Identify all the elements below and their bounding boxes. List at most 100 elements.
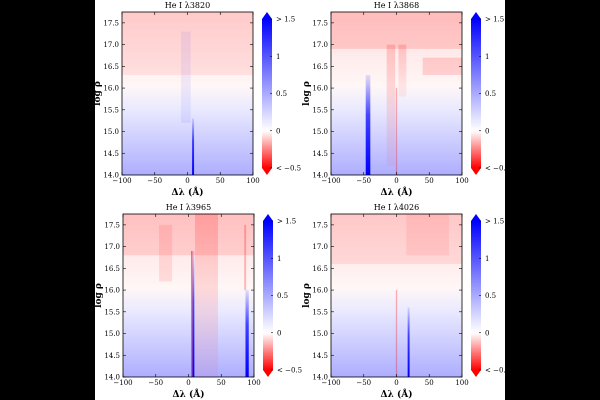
colorbar-tick-label: > 1.5 <box>277 218 296 226</box>
colorbar-extend-low <box>471 168 481 175</box>
panel-title: He I λ3820 <box>165 1 210 10</box>
x-tick-label: 50 <box>425 379 434 387</box>
heatmap-layer <box>331 12 462 175</box>
x-tick-label: −100 <box>321 379 340 387</box>
colorbar-tick-label: 0.5 <box>485 292 496 300</box>
y-tick-label: 17.5 <box>104 221 120 229</box>
heatmap-layer <box>122 12 253 175</box>
heatmap-feature <box>331 12 462 49</box>
colorbar-tick-label: 0 <box>277 329 281 337</box>
heatmap-feature <box>395 88 398 175</box>
heatmap-feature <box>191 250 193 377</box>
x-tick-label: −50 <box>356 379 371 387</box>
colorbar-tick-label: 1 <box>485 255 489 263</box>
colorbar-extend-high <box>262 12 272 19</box>
heatmap-feature <box>395 290 398 377</box>
y-axis-label: log ρ <box>302 81 312 106</box>
x-axis-label: Δλ (Å) <box>381 388 413 400</box>
x-tick-label: 50 <box>217 379 226 387</box>
colorbar-tick-label: > 1.5 <box>485 16 504 24</box>
y-tick-label: 14.5 <box>312 352 328 360</box>
y-tick-label: 17.0 <box>103 41 119 49</box>
heatmap-layer <box>123 214 254 377</box>
x-tick-label: 50 <box>216 177 225 185</box>
heatmap-feature <box>406 214 449 256</box>
y-tick-label: 14.0 <box>104 374 120 382</box>
y-tick-label: 14.0 <box>103 172 119 180</box>
y-axis-label: log ρ <box>302 283 312 308</box>
colorbar-extend-high <box>471 12 481 19</box>
colorbar-tick-label: 0 <box>485 127 489 135</box>
y-tick-label: 17.5 <box>312 19 328 27</box>
y-tick-label: 15.5 <box>104 308 120 316</box>
colorbar-tick-label: 1 <box>277 255 281 263</box>
x-axis-label: Δλ (Å) <box>381 186 413 198</box>
y-tick-label: 14.5 <box>312 150 328 158</box>
y-tick-label: 17.0 <box>312 243 328 251</box>
colorbar-tick-label: 1 <box>276 53 280 61</box>
panel-title: He I λ3965 <box>166 203 211 212</box>
colorbar-extend-high <box>263 214 273 221</box>
y-tick-label: 15.0 <box>312 128 328 136</box>
heatmap-feature <box>245 290 249 377</box>
x-tick-label: −100 <box>112 177 131 185</box>
y-tick-label: 16.0 <box>312 85 328 93</box>
x-tick-label: −50 <box>356 177 371 185</box>
x-axis-label: Δλ (Å) <box>173 388 205 400</box>
colorbar-tick-label: > 1.5 <box>276 16 295 24</box>
y-tick-label: 17.0 <box>312 41 328 49</box>
heatmap-feature <box>398 44 407 97</box>
panel-3: −100 −50 0 50 100 14.0 14.5 15.0 15.5 16.0 16.5 17.… <box>94 203 302 400</box>
colorbar: > 1.5 1 0.5 0 < −0.5 <box>263 214 302 377</box>
y-tick-label: 17.5 <box>103 19 119 27</box>
x-tick-label: 0 <box>185 177 189 185</box>
colorbar-tick-label: < −0.5 <box>276 165 301 173</box>
heatmap-feature <box>180 31 191 123</box>
y-axis-label: log ρ <box>93 81 103 106</box>
y-tick-label: 14.5 <box>104 352 120 360</box>
x-tick-label: 100 <box>455 177 468 185</box>
y-tick-label: 16.0 <box>104 287 120 295</box>
colorbar-gradient <box>471 221 481 370</box>
colorbar-tick-label: < −0.5 <box>485 165 510 173</box>
colorbar-extend-high <box>471 214 481 221</box>
x-axis-label: Δλ (Å) <box>172 186 204 198</box>
heatmap-feature <box>122 12 253 76</box>
y-tick-label: 16.5 <box>312 63 328 71</box>
heatmap-layer <box>331 214 462 377</box>
colorbar-extend-low <box>262 168 272 175</box>
y-tick-label: 16.5 <box>312 265 328 273</box>
y-tick-label: 17.0 <box>104 243 120 251</box>
x-tick-label: 0 <box>186 379 190 387</box>
x-tick-label: −100 <box>113 379 132 387</box>
panel-title: He I λ4026 <box>374 203 419 212</box>
heatmap-feature <box>365 75 371 175</box>
x-tick-label: 0 <box>394 379 398 387</box>
y-tick-label: 15.0 <box>312 330 328 338</box>
y-tick-label: 15.5 <box>103 106 119 114</box>
x-tick-label: 50 <box>425 177 434 185</box>
heatmap-feature <box>192 250 195 377</box>
heatmap-feature <box>123 214 254 256</box>
panel-title: He I λ3868 <box>374 1 419 10</box>
heatmap-feature <box>244 224 247 291</box>
heatmap-feature <box>331 214 462 264</box>
heatmap-feature <box>386 44 396 167</box>
colorbar: > 1.5 1 0.5 0 < −0.5 <box>471 214 510 377</box>
colorbar-extend-low <box>471 370 481 377</box>
colorbar-tick-label: > 1.5 <box>485 218 504 226</box>
heatmap-feature <box>422 57 462 76</box>
y-axis-label: log ρ <box>94 283 104 308</box>
x-tick-label: 0 <box>394 177 398 185</box>
y-tick-label: 15.0 <box>103 128 119 136</box>
heatmap-feature <box>159 224 173 282</box>
y-tick-label: 15.0 <box>104 330 120 338</box>
colorbar-tick-label: 1 <box>485 53 489 61</box>
y-tick-label: 14.0 <box>312 374 328 382</box>
x-tick-label: −100 <box>321 177 340 185</box>
panel-4: −100 −50 0 50 100 14.0 14.5 15.0 15.5 16.0 16.5 17.… <box>302 203 510 400</box>
panel-2: −100 −50 0 50 100 14.0 14.5 15.0 15.5 16.0 16.5 17.… <box>302 1 510 198</box>
colorbar-tick-label: 0 <box>485 329 489 337</box>
colorbar-extend-low <box>263 370 273 377</box>
